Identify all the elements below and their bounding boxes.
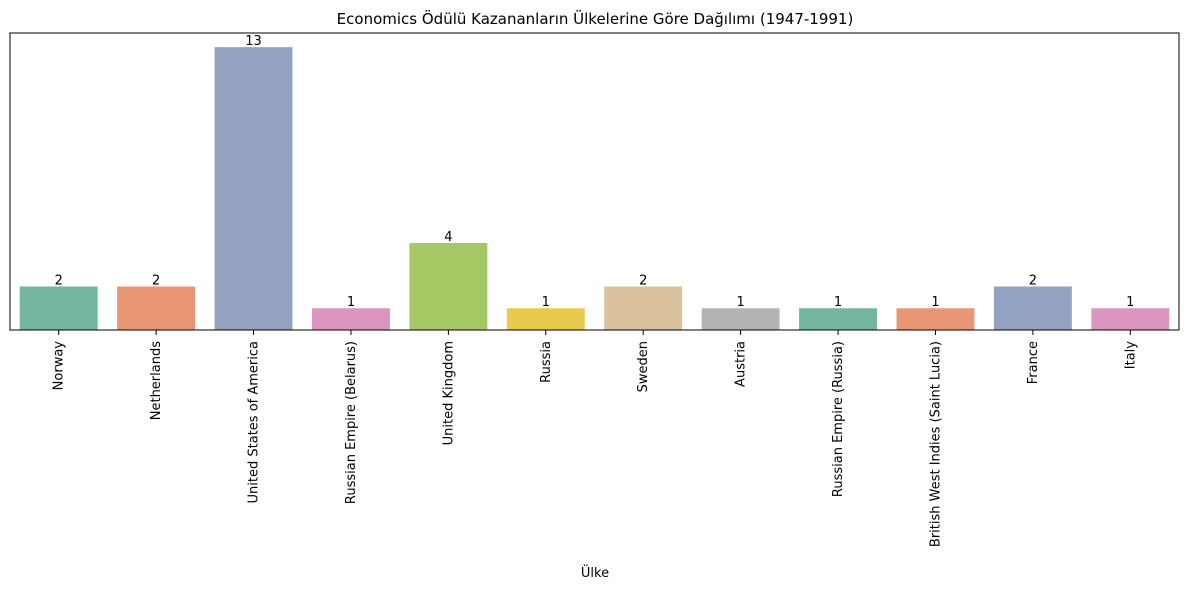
bar-united-states-of-america — [214, 47, 293, 331]
value-label-russian-empire-russia: 1 — [834, 295, 842, 310]
x-tick-label-italy: Italy — [1123, 341, 1138, 370]
bar-russian-empire-russia — [799, 308, 878, 330]
value-label-austria: 1 — [736, 295, 744, 310]
chart-title: Economics Ödülü Kazananların Ülkelerine … — [337, 9, 854, 28]
x-tick-label-sweden: Sweden — [636, 341, 651, 392]
x-tick-label-norway: Norway — [52, 341, 67, 391]
x-tick-label-united-kingdom: United Kingdom — [441, 341, 456, 445]
bar-netherlands — [117, 286, 196, 330]
x-tick-label-russian-empire-belarus: Russian Empire (Belarus) — [344, 341, 359, 504]
bar-russia — [506, 308, 585, 330]
bar-austria — [701, 308, 780, 330]
x-tick-label-russia: Russia — [539, 341, 554, 383]
x-axis-label: Ülke — [581, 564, 609, 581]
value-label-united-kingdom: 4 — [444, 230, 452, 245]
bar-italy — [1091, 308, 1170, 330]
value-label-united-states-of-america: 13 — [245, 34, 262, 49]
value-label-russia: 1 — [542, 295, 550, 310]
value-label-british-west-indies-saint-lucia: 1 — [931, 295, 939, 310]
x-tick-label-united-states-of-america: United States of America — [247, 341, 262, 503]
x-axis-tick-labels: Norway Netherlands United States of Americ… — [52, 341, 1139, 547]
value-label-italy: 1 — [1126, 295, 1134, 310]
bar-united-kingdom — [409, 242, 488, 330]
bar-british-west-indies-saint-lucia — [896, 308, 975, 330]
plot-frame — [9, 32, 1180, 331]
value-label-france: 2 — [1029, 273, 1037, 288]
bar-sweden — [604, 286, 683, 330]
value-label-netherlands: 2 — [152, 273, 160, 288]
bar-france — [993, 286, 1072, 330]
value-label-russian-empire-belarus: 1 — [347, 295, 355, 310]
x-axis-ticks — [58, 330, 1131, 335]
bar-russian-empire-belarus — [311, 308, 390, 330]
x-tick-label-british-west-indies-saint-lucia: British West Indies (Saint Lucia) — [928, 341, 943, 547]
value-labels-layer: 2 2 13 1 4 1 2 1 1 1 2 1 — [55, 34, 1135, 310]
bars-layer — [19, 47, 1170, 331]
x-tick-label-france: France — [1026, 341, 1041, 384]
x-tick-label-austria: Austria — [734, 341, 749, 387]
bar-norway — [19, 286, 98, 330]
value-label-sweden: 2 — [639, 273, 647, 288]
x-tick-label-netherlands: Netherlands — [149, 341, 164, 420]
value-label-norway: 2 — [55, 273, 63, 288]
x-tick-label-russian-empire-russia: Russian Empire (Russia) — [831, 341, 846, 497]
